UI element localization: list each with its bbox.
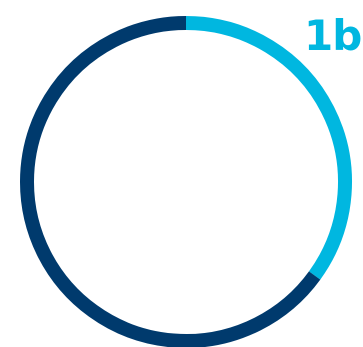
highlight-label: 1bi (304, 11, 363, 60)
donut-segment-1 (185, 16, 352, 280)
donut-segment-2 (20, 16, 321, 347)
